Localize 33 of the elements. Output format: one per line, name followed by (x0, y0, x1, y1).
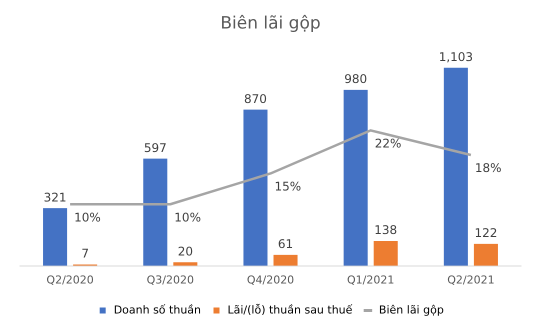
bar (43, 208, 68, 266)
bar (173, 262, 198, 266)
data-label: 20 (178, 244, 193, 258)
legend-label: Doanh số thuần (114, 303, 202, 316)
data-label: 22% (374, 136, 402, 151)
data-label: 870 (244, 92, 267, 106)
bar (444, 68, 468, 266)
data-label: 10% (174, 210, 201, 224)
x-tick-label: Q2/2020 (46, 273, 94, 286)
data-label: 138 (374, 223, 398, 238)
x-tick-label: Q3/2020 (146, 273, 194, 286)
x-tick-label: Q4/2020 (246, 273, 294, 286)
chart-title: Biên lãi gộp (220, 14, 321, 34)
bar (374, 241, 398, 266)
legend-label: Lãi/(lỗ) thuần sau thuế (228, 303, 353, 316)
data-label: 122 (474, 226, 498, 240)
data-label: 980 (344, 72, 368, 86)
bar (243, 110, 268, 266)
legend-label: Biên lãi gộp (378, 303, 444, 316)
data-label: 597 (144, 140, 167, 155)
data-label: 1,103 (438, 50, 474, 64)
bar (474, 244, 498, 266)
bar (143, 158, 168, 266)
bar (344, 90, 368, 266)
x-tick-label: Q2/2021 (447, 273, 495, 286)
x-tick-label: Q1/2021 (347, 273, 394, 286)
data-label: 18% (474, 161, 502, 176)
data-label: 15% (274, 180, 302, 194)
data-label: 10% (74, 210, 101, 224)
data-label: 7 (81, 246, 89, 261)
bar (274, 254, 298, 266)
data-label: 321 (44, 190, 67, 204)
data-label: 61 (278, 236, 294, 251)
